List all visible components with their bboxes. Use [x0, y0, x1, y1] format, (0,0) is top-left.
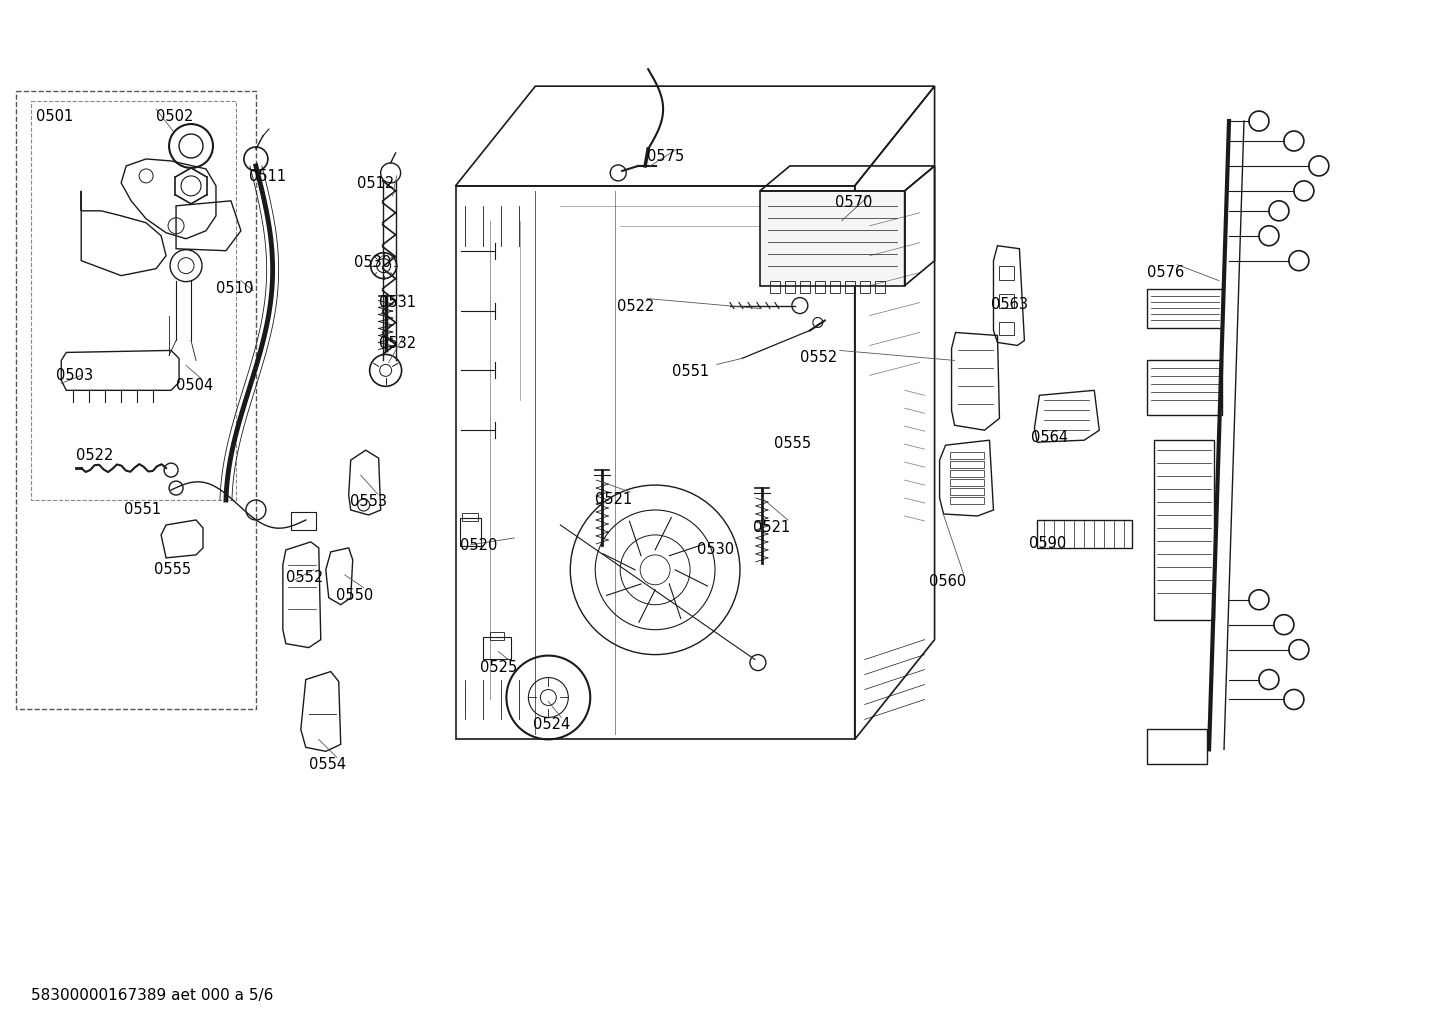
Bar [950, 479, 985, 486]
Text: 0552: 0552 [286, 570, 323, 585]
Text: 0553: 0553 [350, 494, 386, 510]
Text: 0563: 0563 [992, 297, 1028, 312]
Bar [1037, 520, 1132, 548]
Bar [950, 462, 985, 468]
Text: 0555: 0555 [154, 561, 192, 577]
Bar [999, 322, 1014, 335]
Bar [490, 632, 505, 640]
Text: 0570: 0570 [835, 195, 872, 210]
Text: 0576: 0576 [1148, 265, 1184, 279]
Text: 0551: 0551 [672, 365, 709, 379]
Bar [456, 185, 855, 740]
Text: 0550: 0550 [336, 588, 373, 603]
Bar [1148, 361, 1221, 416]
Bar [1148, 288, 1221, 328]
Bar [770, 280, 780, 292]
Text: 0521: 0521 [596, 492, 633, 507]
Text: 0510: 0510 [216, 280, 254, 296]
Text: 0524: 0524 [534, 717, 571, 733]
Bar [760, 191, 904, 285]
Text: 0512: 0512 [356, 176, 394, 191]
Bar [829, 280, 839, 292]
Bar [1148, 730, 1207, 764]
Bar [950, 452, 985, 460]
Bar [32, 101, 236, 500]
Text: 0530: 0530 [353, 255, 391, 270]
Bar [483, 637, 512, 658]
Bar [815, 280, 825, 292]
Text: 0590: 0590 [1030, 536, 1067, 551]
Bar [1154, 440, 1214, 620]
Bar [950, 488, 985, 495]
Text: 0502: 0502 [156, 109, 193, 124]
Bar [999, 266, 1014, 279]
Bar [800, 280, 810, 292]
Text: 0551: 0551 [124, 502, 162, 517]
Text: 0531: 0531 [379, 294, 415, 310]
Text: 0501: 0501 [36, 109, 74, 124]
Bar [460, 518, 482, 546]
Bar [845, 280, 855, 292]
Bar [784, 280, 795, 292]
Text: 0555: 0555 [774, 436, 810, 451]
Bar [950, 497, 985, 504]
Text: 0560: 0560 [929, 574, 966, 589]
Bar [999, 293, 1014, 308]
Text: 0504: 0504 [176, 378, 213, 393]
Text: 0554: 0554 [309, 757, 346, 772]
Text: 0522: 0522 [617, 299, 655, 314]
Text: 0532: 0532 [379, 336, 415, 352]
Text: 0530: 0530 [696, 542, 734, 557]
Bar [859, 280, 870, 292]
Text: 58300000167389 aet 000 a 5/6: 58300000167389 aet 000 a 5/6 [32, 987, 274, 1003]
Text: 0564: 0564 [1031, 430, 1069, 445]
Text: 0511: 0511 [249, 169, 286, 184]
Bar [463, 513, 479, 521]
Bar [875, 280, 885, 292]
Text: 0575: 0575 [647, 149, 685, 164]
Text: 0552: 0552 [800, 351, 838, 366]
Bar [291, 512, 316, 530]
Text: 0522: 0522 [76, 448, 114, 464]
Text: 0521: 0521 [753, 520, 790, 535]
Text: 0525: 0525 [480, 659, 518, 675]
Bar [950, 470, 985, 477]
Text: 0520: 0520 [460, 538, 497, 553]
Bar [16, 91, 255, 709]
Text: 0503: 0503 [56, 369, 94, 383]
